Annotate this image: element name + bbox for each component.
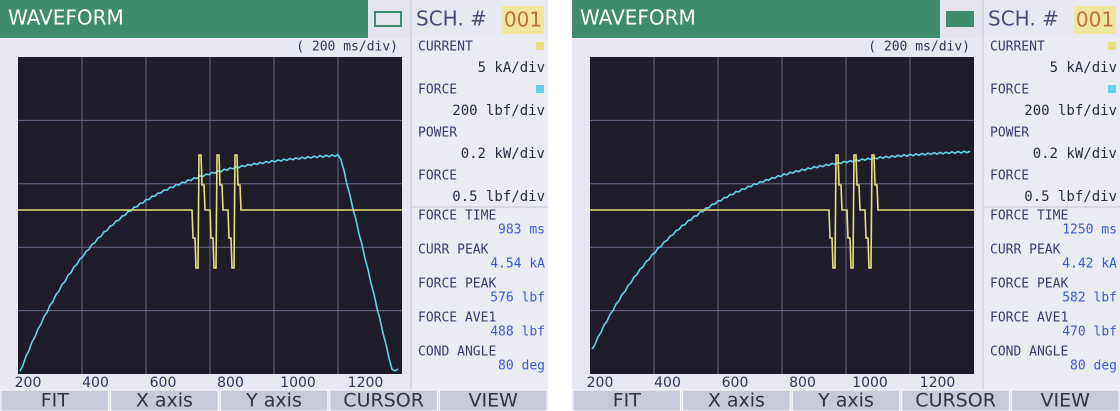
header-title: WAVEFORM — [580, 6, 696, 30]
schedule-number: 001 — [1076, 8, 1114, 32]
setting-value: 5 kA/div — [478, 60, 545, 76]
setting-value: 0.2 kW/div — [1033, 146, 1117, 162]
result-value: 80 deg — [498, 359, 545, 374]
x-axis-label: 200 — [15, 375, 42, 391]
result-label: CURR PEAK — [418, 243, 489, 258]
current-color-key — [536, 42, 544, 50]
schedule-label: SCH. # — [988, 7, 1059, 31]
setting-label: CURRENT — [418, 40, 473, 55]
result-label: FORCE AVE1 — [418, 311, 496, 326]
result-value: 470 lbf — [1062, 325, 1117, 340]
setting-value: 200 lbf/div — [452, 103, 545, 119]
result-value: 983 ms — [498, 223, 545, 238]
softkey-label[interactable]: Y axis — [817, 390, 874, 411]
setting-value: 0.5 lbf/div — [452, 189, 545, 205]
x-axis-label: 800 — [789, 375, 816, 391]
setting-label: FORCE — [418, 169, 457, 184]
x-axis-label: 400 — [82, 375, 109, 391]
setting-label: FORCE — [990, 83, 1029, 98]
x-axis-label: 400 — [654, 375, 681, 391]
schedule-label: SCH. # — [416, 7, 487, 31]
setting-label: POWER — [990, 126, 1029, 141]
force-color-key — [536, 85, 544, 93]
setting-label: POWER — [418, 126, 457, 141]
setting-value: 200 lbf/div — [1024, 103, 1117, 119]
header-title: WAVEFORM — [8, 6, 124, 30]
time-scale: ( 200 ms/div) — [868, 40, 970, 55]
setting-value: 5 kA/div — [1050, 60, 1117, 76]
softkey-label[interactable]: X axis — [708, 390, 765, 411]
result-label: FORCE AVE1 — [990, 311, 1068, 326]
setting-value: 0.5 lbf/div — [1024, 189, 1117, 205]
force-color-key — [1108, 85, 1116, 93]
x-axis-label: 200 — [587, 375, 614, 391]
page: {"panels": [ {"header": {"title": "WAVEF… — [0, 0, 1120, 411]
result-label: FORCE PEAK — [418, 277, 496, 292]
result-value: 488 lbf — [490, 325, 545, 340]
result-value: 576 lbf — [490, 291, 545, 306]
result-value: 4.42 kA — [1062, 257, 1117, 272]
softkey-label[interactable]: VIEW — [1040, 390, 1090, 411]
result-label: COND ANGLE — [990, 345, 1068, 360]
softkey-label[interactable]: X axis — [136, 390, 193, 411]
setting-label: FORCE — [418, 83, 457, 98]
result-label: COND ANGLE — [418, 345, 496, 360]
softkey-label[interactable]: FIT — [41, 390, 70, 411]
setting-value: 0.2 kW/div — [461, 146, 545, 162]
result-label: FORCE TIME — [990, 209, 1068, 224]
x-axis-label: 800 — [217, 375, 244, 391]
result-value: 4.54 kA — [490, 257, 545, 272]
softkey-label[interactable]: VIEW — [468, 390, 518, 411]
result-value: 582 lbf — [1062, 291, 1117, 306]
result-label: FORCE TIME — [418, 209, 496, 224]
softkey-label[interactable]: CURSOR — [915, 390, 996, 411]
time-scale: ( 200 ms/div) — [296, 40, 398, 55]
softkey-label[interactable]: CURSOR — [343, 390, 424, 411]
current-color-key — [1108, 42, 1116, 50]
setting-label: CURRENT — [990, 40, 1045, 55]
result-value: 1250 ms — [1062, 223, 1117, 238]
setting-label: FORCE — [990, 169, 1029, 184]
result-value: 80 deg — [1070, 359, 1117, 374]
softkey-label[interactable]: FIT — [613, 390, 642, 411]
softkey-label[interactable]: Y axis — [245, 390, 302, 411]
schedule-number: 001 — [504, 8, 542, 32]
result-label: CURR PEAK — [990, 243, 1061, 258]
result-label: FORCE PEAK — [990, 277, 1068, 292]
battery-icon — [947, 12, 973, 26]
